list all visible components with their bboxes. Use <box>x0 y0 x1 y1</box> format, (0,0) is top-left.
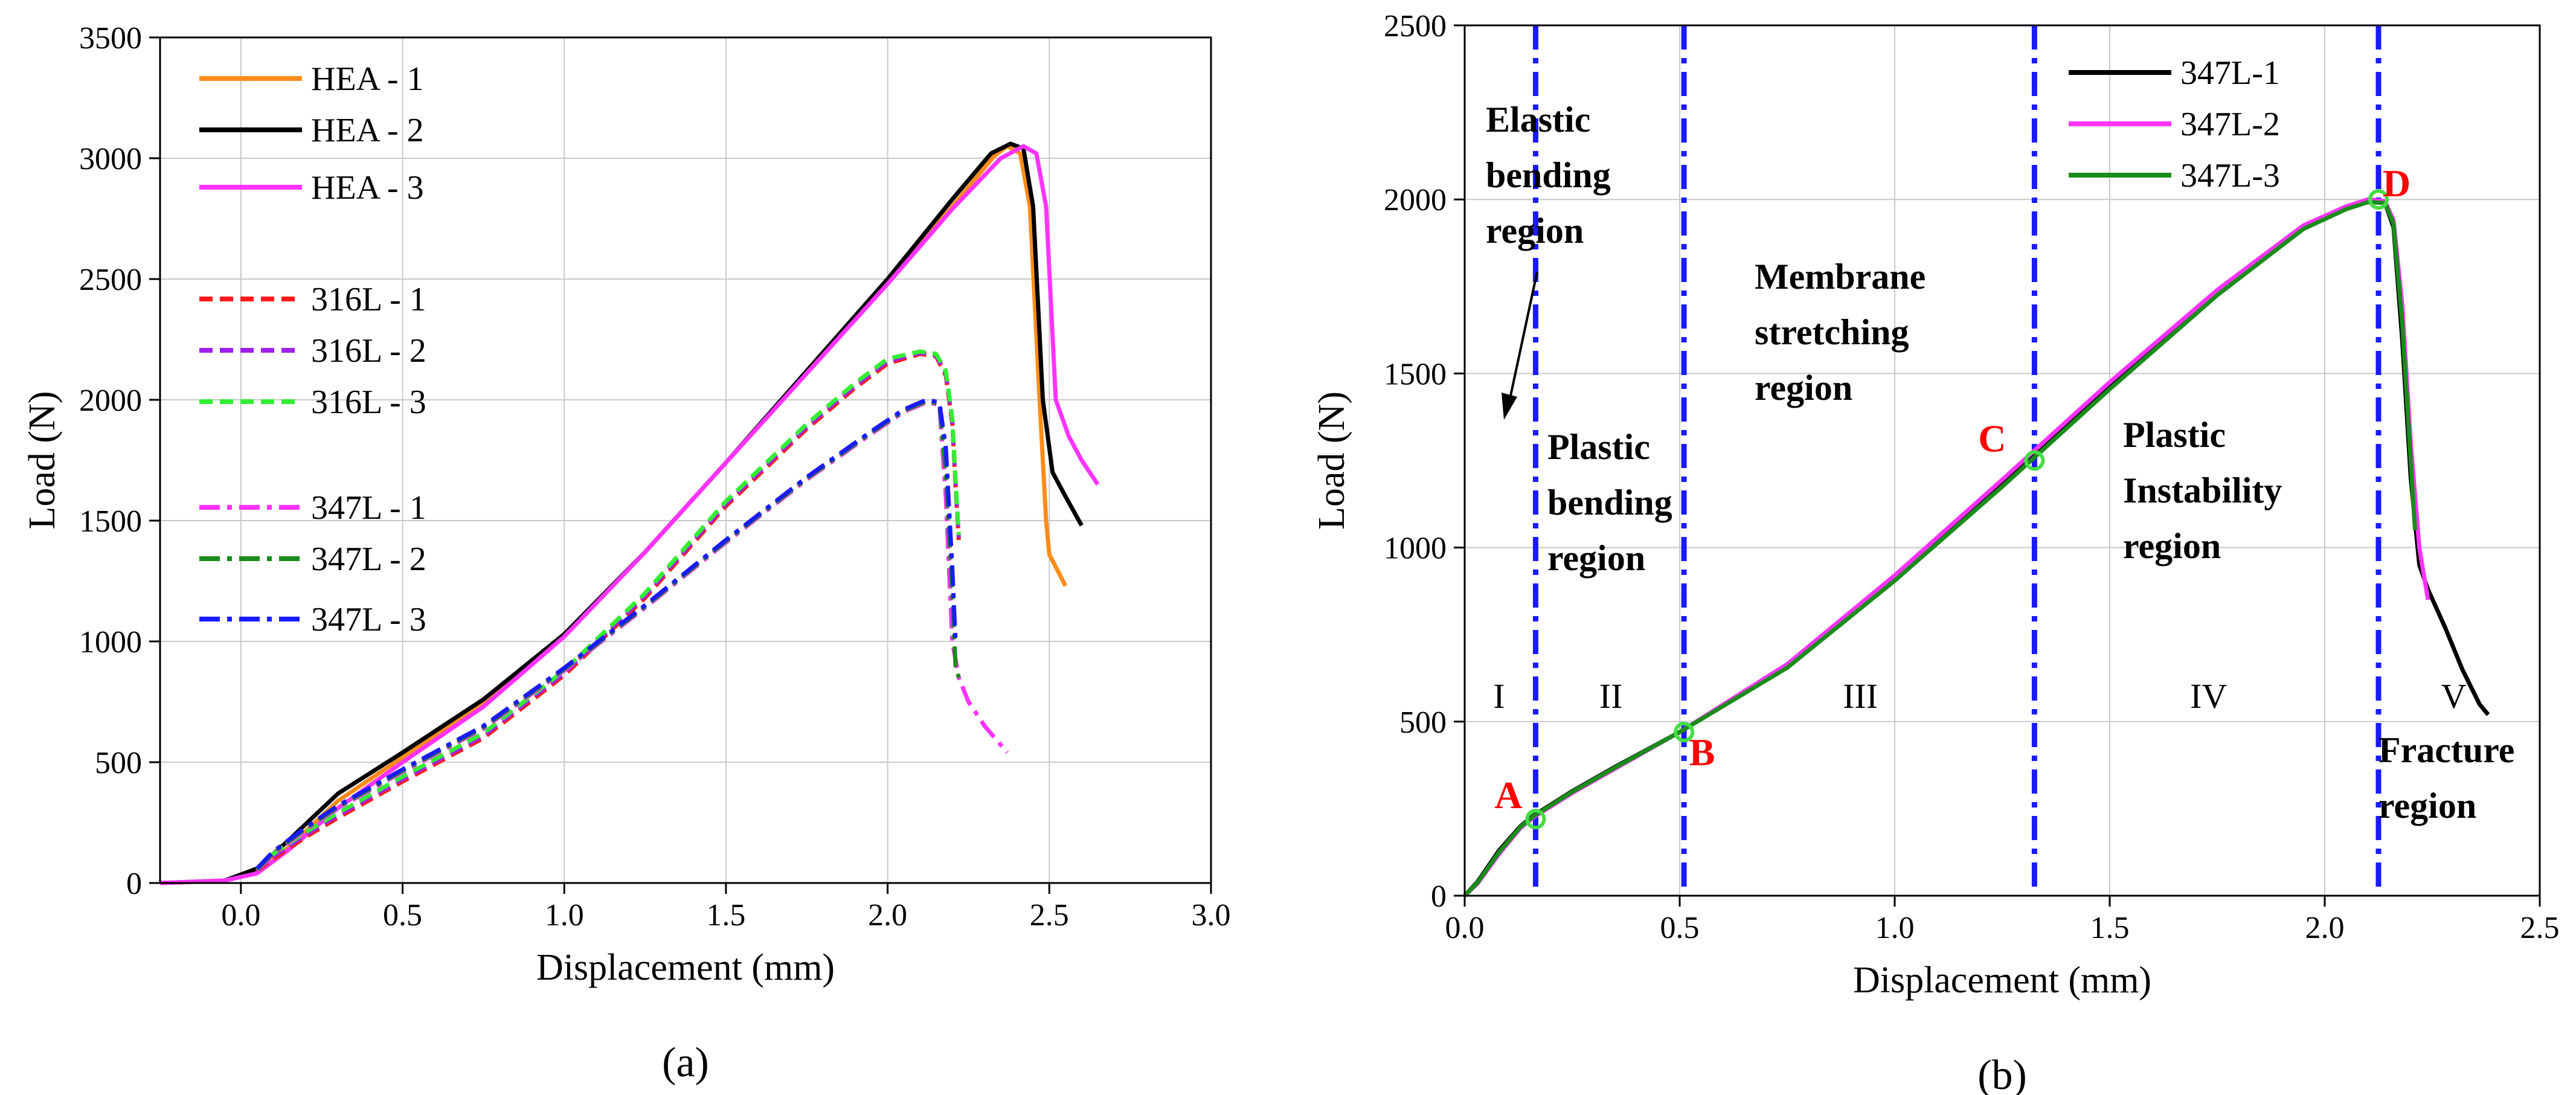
arrow-shaft <box>1509 271 1538 399</box>
region-numeral: III <box>1843 676 1878 716</box>
plot-frame <box>1463 24 2541 897</box>
point-label-C: C <box>1978 417 2006 460</box>
x-tick-label: 2.5 <box>2520 911 2560 945</box>
point-label-D: D <box>2383 162 2411 205</box>
x-tick-label: 0.0 <box>1445 911 1485 945</box>
legend-label-1: HEA - 2 <box>311 112 424 149</box>
region-label-line: Fracture <box>2378 730 2514 770</box>
x-tick-label: 1.0 <box>545 898 584 933</box>
y-tick-label: 3500 <box>79 21 142 56</box>
x-tick-label: 3.0 <box>1192 898 1231 933</box>
legend-label-6: 347L - 1 <box>311 489 426 527</box>
region-label-line: Instability <box>2123 470 2282 510</box>
region-label-line: stretching <box>1755 312 1909 352</box>
panel-label: (a) <box>662 1039 709 1086</box>
legend-label-5: 316L - 3 <box>311 384 426 421</box>
panel-a: 0.0 0.5 1.0 1.5 2.0 2.5 3.0 0 500 1000 1500 2000 250… <box>22 21 1231 1086</box>
y-tick-label: 500 <box>95 746 142 780</box>
legend-label-0: 347L-1 <box>2180 54 2280 92</box>
legend-label-8: 347L - 3 <box>311 601 426 638</box>
x-tick-label: 0.0 <box>221 898 260 933</box>
region-numeral: IV <box>2190 676 2227 716</box>
region-label-line: region <box>2123 526 2221 566</box>
region-label-line: region <box>1755 368 1852 408</box>
y-tick-label: 0 <box>126 867 142 901</box>
y-tick-label: 2000 <box>79 384 142 418</box>
region-label-line: bending <box>1486 155 1611 195</box>
series-line-8 <box>255 397 958 870</box>
y-tick-label: 2500 <box>1384 9 1447 43</box>
region-label-line: Plastic <box>2123 415 2226 455</box>
point-marker-A <box>1525 809 1546 830</box>
y-tick-label: 3000 <box>79 142 142 176</box>
y-axis-label: Load (N) <box>1311 391 1352 530</box>
region-label-line: region <box>1547 538 1645 578</box>
point-label-A: A <box>1494 774 1522 817</box>
series-line-5 <box>255 349 961 870</box>
x-tick-label: 0.5 <box>383 898 422 933</box>
x-tick-label: 1.5 <box>706 898 745 933</box>
y-tick-label: 2500 <box>79 263 142 297</box>
point-marker-C <box>2024 450 2045 471</box>
region-numeral: I <box>1493 676 1505 716</box>
x-tick-label: 2.0 <box>868 898 907 933</box>
x-tick-label: 2.0 <box>2305 911 2345 945</box>
legend-label-1: 347L-2 <box>2180 106 2280 143</box>
region-label-line: Plastic <box>1547 427 1650 467</box>
legend-label-7: 347L - 2 <box>311 541 426 578</box>
legend-label-3: 316L - 1 <box>311 281 426 318</box>
point-marker-B <box>1674 722 1695 743</box>
series-line-1 <box>159 141 1084 885</box>
y-tick-label: 500 <box>1399 705 1447 740</box>
legend-label-2: HEA - 3 <box>311 169 424 207</box>
series-line-2 <box>1463 200 2417 898</box>
region-label-line: Membrane <box>1755 257 1926 297</box>
y-axis-label: Load (N) <box>22 391 63 530</box>
point-marker-D <box>2368 189 2389 210</box>
legend-label-0: HEA - 1 <box>311 60 424 98</box>
y-tick-label: 1000 <box>1384 531 1447 566</box>
region-label-line: Elastic <box>1486 100 1590 140</box>
x-tick-label: 0.5 <box>1660 911 1700 945</box>
x-axis-label: Displacement (mm) <box>1853 960 2151 1001</box>
y-tick-label: 1000 <box>79 625 142 660</box>
series-line-0 <box>159 144 1068 885</box>
region-label-line: region <box>2378 786 2476 826</box>
point-label-B: B <box>1689 731 1715 774</box>
y-tick-label: 1500 <box>79 504 142 539</box>
y-tick-label: 2000 <box>1384 183 1447 217</box>
x-tick-label: 1.5 <box>2090 911 2130 945</box>
region-label-line: region <box>1486 211 1584 251</box>
legend-label-2: 347L-3 <box>2180 157 2280 194</box>
legend-label-4: 316L - 2 <box>311 332 426 370</box>
plot-frame <box>159 36 1212 884</box>
arrow-head <box>1502 393 1517 420</box>
region-label-line: bending <box>1547 483 1672 522</box>
region-numeral: II <box>1599 676 1623 716</box>
panel-b: 0.0 0.5 1.0 1.5 2.0 2.5 0 500 1000 1500 2000 2500 Di… <box>1311 9 2560 1095</box>
y-tick-label: 1500 <box>1384 357 1447 391</box>
region-numeral: V <box>2441 676 2467 716</box>
x-tick-label: 1.0 <box>1875 911 1915 945</box>
x-tick-label: 2.5 <box>1030 898 1069 933</box>
series-line-2 <box>159 144 1100 885</box>
panel-label: (b) <box>1977 1052 2027 1095</box>
x-axis-label: Displacement (mm) <box>536 947 835 988</box>
y-tick-label: 0 <box>1431 879 1447 914</box>
